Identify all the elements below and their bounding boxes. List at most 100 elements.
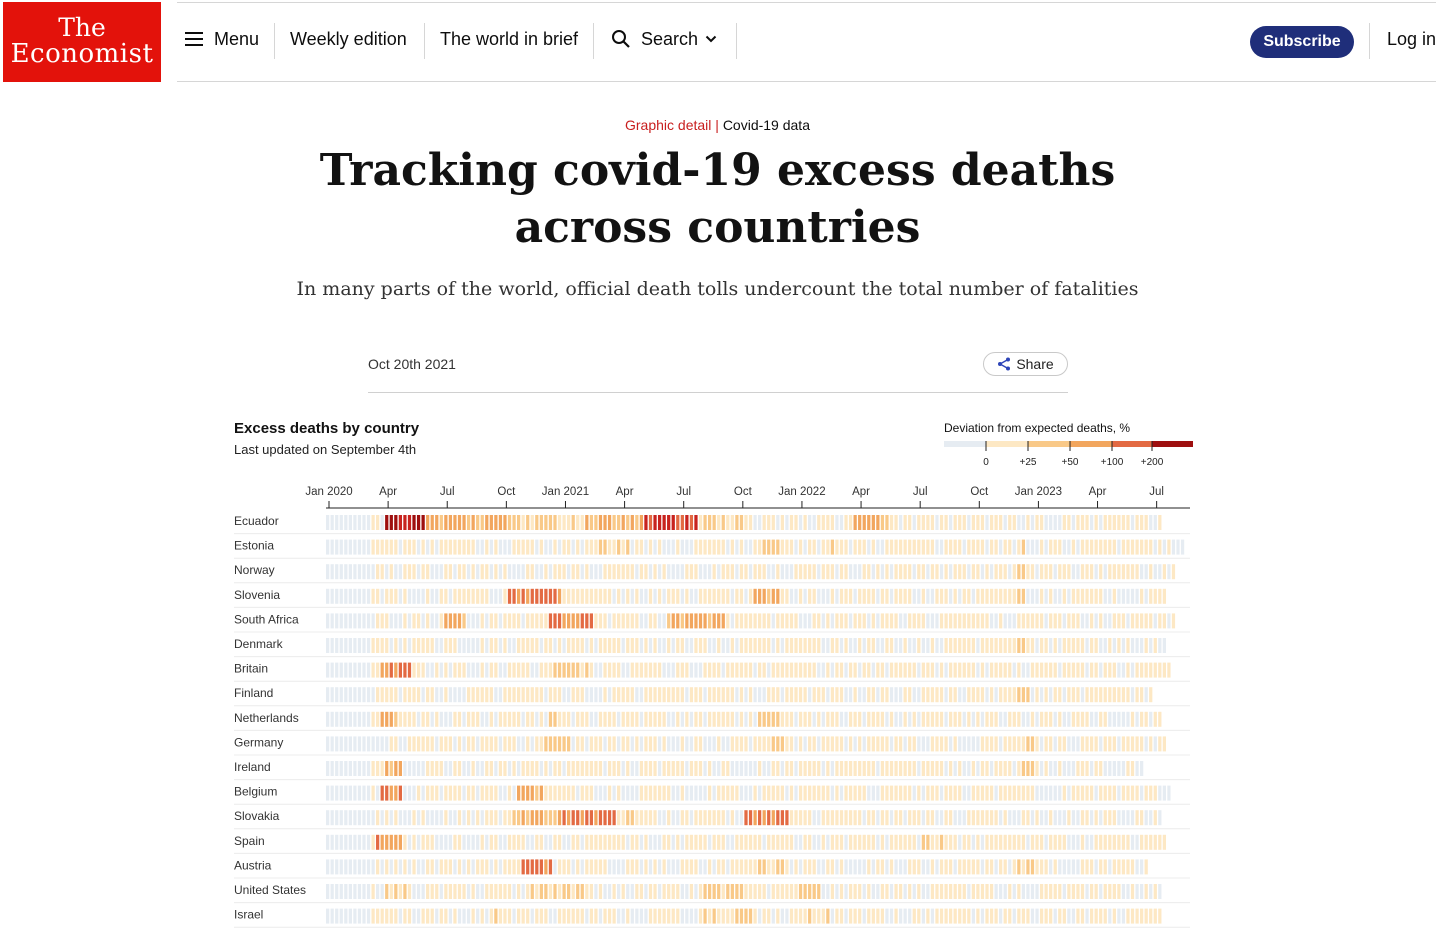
heatmap-cell <box>494 810 498 826</box>
heatmap-cell <box>348 859 352 875</box>
heatmap-cell <box>999 736 1003 752</box>
heatmap-cell <box>421 515 425 530</box>
heatmap-cell <box>1094 761 1098 776</box>
heatmap-cell <box>735 662 739 678</box>
heatmap-cell <box>503 638 507 653</box>
heatmap-cell <box>548 613 553 629</box>
heatmap-cell <box>939 810 944 826</box>
heatmap-cell <box>671 736 675 752</box>
login-link[interactable]: Log in <box>1387 28 1437 49</box>
heatmap-cell <box>726 834 730 850</box>
heatmap-cell <box>489 761 493 776</box>
heatmap-cell <box>1140 539 1144 555</box>
heatmap-cell <box>703 638 707 653</box>
heatmap-cell <box>758 662 762 678</box>
economist-logo[interactable]: The Economist <box>3 2 161 82</box>
heatmap-cell <box>858 884 862 899</box>
heatmap-cell <box>507 736 512 752</box>
share-button[interactable]: Share <box>983 352 1068 376</box>
heatmap-cell <box>785 884 789 899</box>
section-link[interactable]: Graphic detail <box>625 117 712 133</box>
heatmap-cell <box>362 564 366 580</box>
heatmap-cell <box>826 785 830 801</box>
heatmap-cell <box>635 662 639 678</box>
heatmap-cell <box>489 662 493 678</box>
heatmap-cell <box>448 834 453 850</box>
heatmap-cell <box>1153 810 1157 826</box>
heatmap-cell <box>967 687 971 703</box>
heatmap-cell <box>330 539 334 555</box>
heatmap-cell <box>1076 588 1080 604</box>
heatmap-cell <box>794 810 798 826</box>
heatmap-cell <box>526 613 530 629</box>
heatmap-cell <box>758 687 762 703</box>
heatmap-cell <box>567 810 571 826</box>
heatmap-cell <box>1112 638 1116 653</box>
heatmap-cell <box>407 613 412 629</box>
nav-weekly-edition[interactable]: Weekly edition <box>290 28 407 49</box>
heatmap-cell <box>721 859 725 875</box>
heatmap-cell <box>894 588 898 604</box>
heatmap-cell <box>371 761 375 776</box>
nav-world-in-brief[interactable]: The world in brief <box>440 28 579 49</box>
heatmap-cell <box>539 588 543 604</box>
heatmap-cell <box>676 613 680 629</box>
heatmap-cell <box>444 908 448 924</box>
heatmap-cell <box>912 662 916 678</box>
heatmap-cell <box>1062 908 1066 924</box>
heatmap-cell <box>521 515 525 530</box>
heatmap-cell <box>498 564 503 580</box>
heatmap-cell <box>889 711 894 727</box>
search-button[interactable]: Search <box>611 20 717 58</box>
heatmap-cell <box>844 588 848 604</box>
heatmap-cell <box>953 884 957 899</box>
heatmap-cell <box>344 736 348 752</box>
heatmap-cell <box>771 834 775 850</box>
heatmap-cell <box>517 761 521 776</box>
heatmap-cell <box>598 884 603 899</box>
heatmap-cell <box>771 588 775 604</box>
heatmap-cell <box>1135 785 1139 801</box>
heatmap-cell <box>1067 761 1071 776</box>
heatmap-cell <box>648 859 653 875</box>
heatmap-cell <box>439 834 443 850</box>
heatmap-cell <box>457 638 462 653</box>
heatmap-cell <box>626 884 630 899</box>
heatmap-cell <box>1080 859 1085 875</box>
heatmap-cell <box>789 515 794 530</box>
heatmap-cell <box>416 810 421 826</box>
heatmap-cell <box>912 539 916 555</box>
heatmap-cell <box>862 761 866 776</box>
heatmap-cell <box>366 834 371 850</box>
heatmap-cell <box>826 859 830 875</box>
heatmap-cell <box>485 539 489 555</box>
heatmap-cell <box>994 736 998 752</box>
heatmap-cell <box>1030 564 1035 580</box>
heatmap-cell <box>571 810 575 826</box>
heatmap-cell <box>717 908 721 924</box>
subscribe-button[interactable]: Subscribe <box>1250 26 1354 58</box>
heatmap-cell <box>576 613 580 629</box>
heatmap-cell <box>780 687 784 703</box>
menu-button[interactable]: Menu <box>185 20 259 58</box>
heatmap-cell <box>421 539 425 555</box>
heatmap-cell <box>1021 859 1026 875</box>
heatmap-cell <box>894 785 898 801</box>
heatmap-cell <box>416 761 421 776</box>
heatmap-cell <box>912 761 916 776</box>
heatmap-cell <box>385 662 389 678</box>
heatmap-cell <box>335 908 339 924</box>
heatmap-cell <box>376 884 380 899</box>
heatmap-cell <box>598 638 603 653</box>
heatmap-cell <box>603 761 607 776</box>
heatmap-cell <box>644 588 648 604</box>
heatmap-cell <box>567 515 571 530</box>
heatmap-cell <box>817 662 821 678</box>
heatmap-cell <box>571 834 575 850</box>
heatmap-cell <box>839 662 844 678</box>
heatmap-cell <box>1108 834 1112 850</box>
heatmap-cell <box>1149 785 1153 801</box>
heatmap-cell <box>412 564 416 580</box>
heatmap-cell <box>753 613 757 629</box>
heatmap-cell <box>1121 785 1126 801</box>
